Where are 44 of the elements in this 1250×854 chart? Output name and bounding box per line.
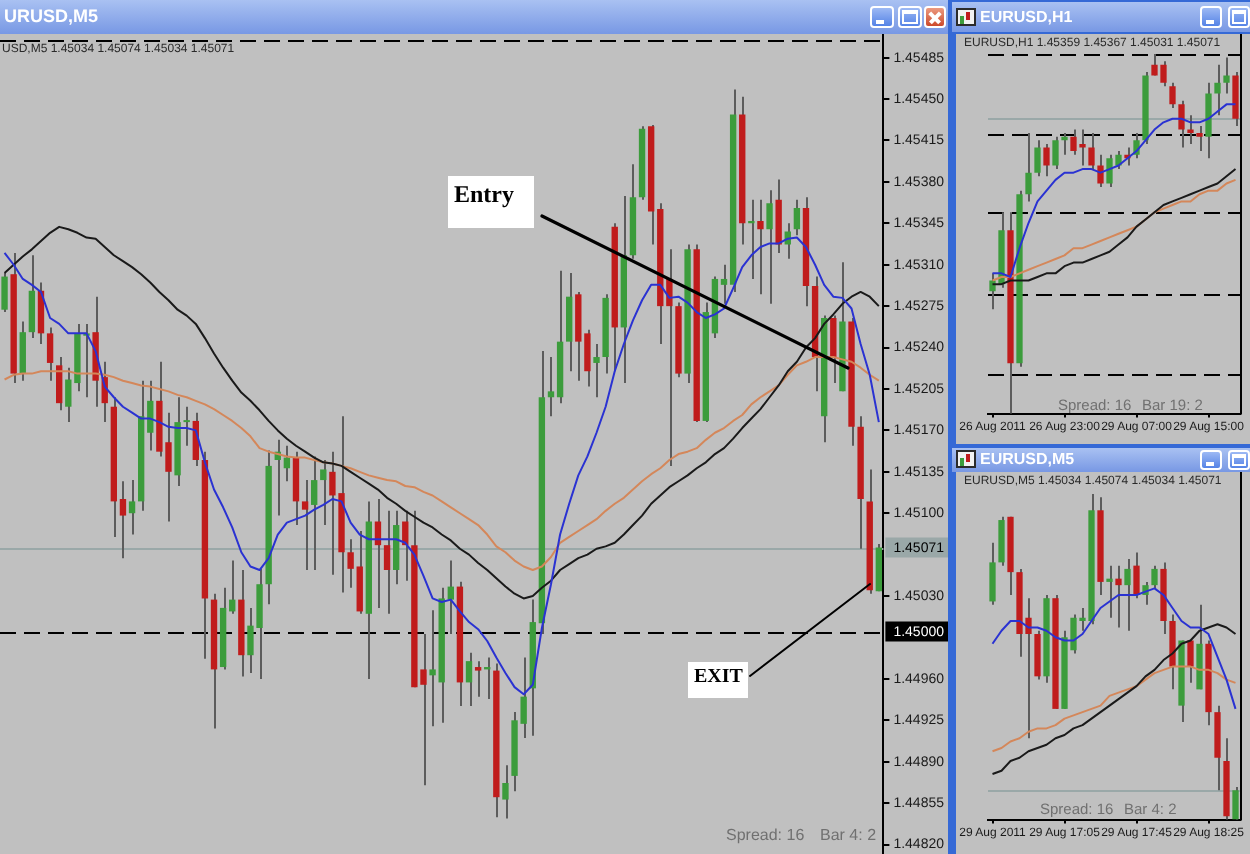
candlestick	[875, 542, 883, 593]
candlestick	[748, 198, 755, 280]
candlestick	[793, 198, 801, 237]
candlestick	[320, 458, 327, 527]
candlestick	[593, 343, 600, 399]
candlestick	[1196, 124, 1203, 153]
chart-title: EURUSD,H1	[980, 6, 1073, 30]
candlestick	[128, 479, 136, 536]
candlestick	[1034, 139, 1041, 178]
candlestick	[1232, 786, 1239, 821]
candlestick	[1196, 603, 1203, 691]
candlestick	[292, 450, 300, 527]
candlestick	[1169, 81, 1176, 109]
candlestick	[183, 405, 190, 447]
candlestick	[1106, 564, 1113, 619]
candlestick	[830, 314, 837, 385]
candlestick	[301, 479, 309, 572]
annotation: Entry	[454, 180, 514, 208]
candlestick	[311, 455, 318, 572]
candlestick	[1034, 629, 1041, 681]
annotation: EXIT	[694, 666, 743, 688]
annotation: Bar 4: 2	[820, 826, 877, 844]
candlestick	[989, 541, 996, 606]
chart-title: URUSD,M5	[4, 4, 99, 30]
candlestick	[566, 272, 573, 373]
candlestick	[757, 198, 764, 296]
candlestick	[383, 509, 391, 615]
candlestick	[1205, 81, 1212, 160]
candlestick	[56, 356, 63, 412]
candlestick	[1124, 558, 1131, 632]
candlestick	[1232, 70, 1239, 127]
candlestick	[1, 272, 8, 314]
candlestick	[46, 326, 54, 382]
chart-title: EURUSD,M5	[980, 448, 1075, 472]
candlestick	[998, 515, 1005, 567]
candlestick	[766, 189, 773, 305]
candlestick	[19, 320, 26, 382]
candlestick	[465, 651, 473, 708]
candlestick	[28, 254, 36, 340]
candlestick	[474, 660, 482, 698]
candlestick	[1043, 142, 1050, 178]
candlestick	[1187, 639, 1194, 684]
annotation: Spread: 16	[726, 826, 805, 844]
candlestick	[1115, 564, 1122, 629]
